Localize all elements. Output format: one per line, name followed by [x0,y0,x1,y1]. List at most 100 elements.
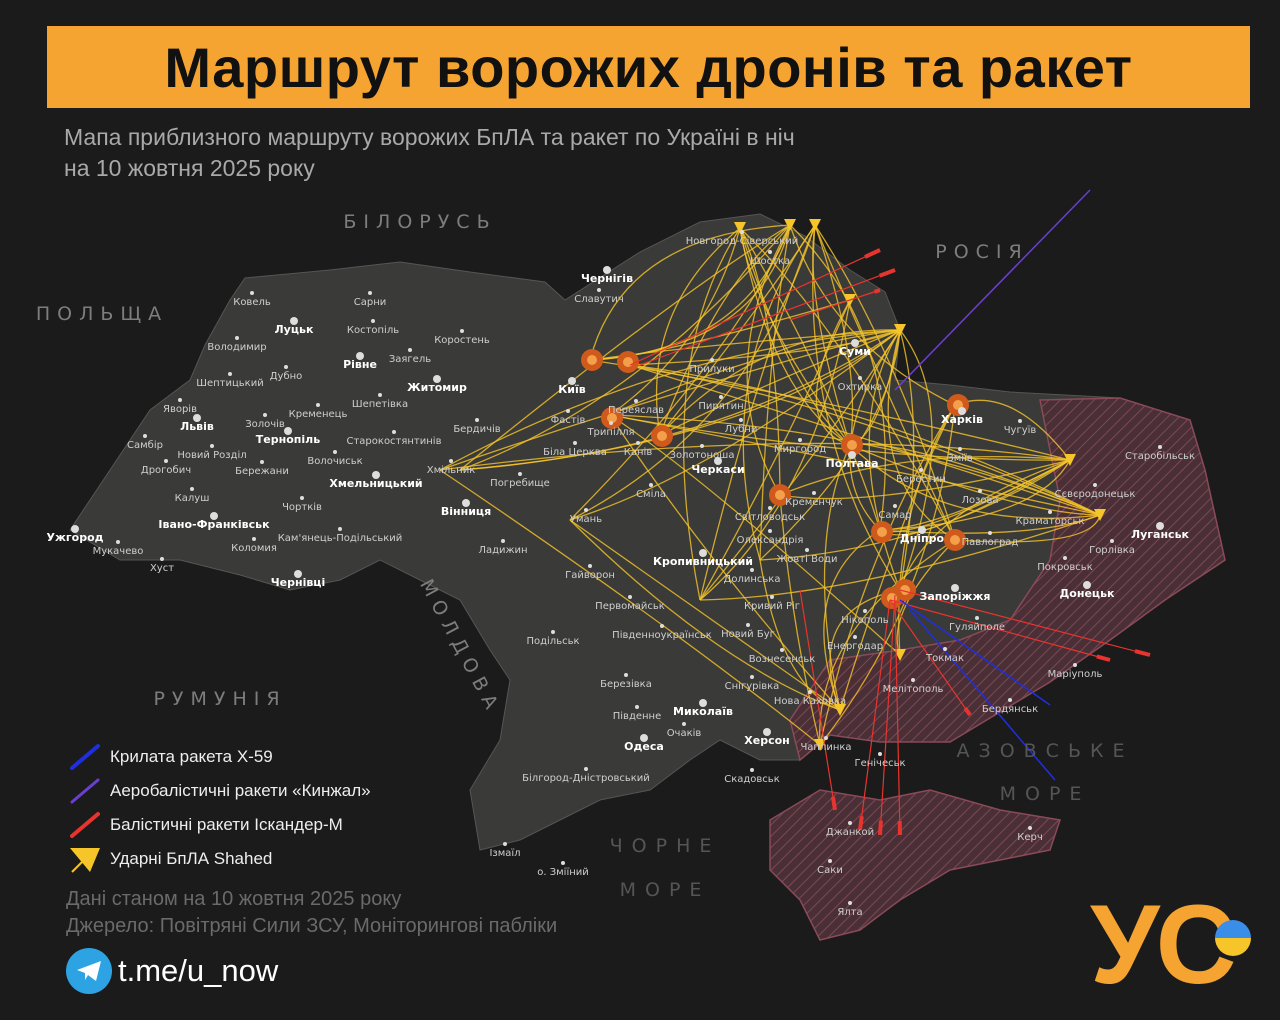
city-marker [368,291,372,295]
missile-icon [70,744,100,770]
city-marker [1008,698,1012,702]
city-marker [551,630,555,634]
city-marker [603,266,611,274]
city-label: Березівка [600,678,652,690]
city-marker [763,728,771,736]
city-label: Світловодськ [735,511,805,523]
city-marker [235,336,239,340]
city-marker [770,595,774,599]
city-label: Чаплинка [800,742,851,753]
city-label: Чортків [282,501,322,513]
drone-route [569,224,816,521]
city-label: Генічеськ [854,757,905,769]
city-label: Суми [839,345,871,358]
city-marker [750,675,754,679]
missile-route [878,820,883,836]
city-label: Бердичів [453,423,500,435]
city-label: Біла Церква [543,446,607,458]
city-marker [951,584,959,592]
occupied-east [789,397,1226,762]
missile-route [789,289,881,321]
drone-route [849,444,1101,519]
city-label: Київ [558,383,585,396]
city-marker [300,496,304,500]
city-label: Охтирка [838,382,883,393]
city-marker [768,250,772,254]
city-marker [978,489,982,493]
city-label: Луганськ [1131,528,1190,541]
city-label: Коломия [231,543,277,554]
drone-route [812,224,851,446]
city-label: Золотоноша [670,450,735,461]
city-label: Мукачево [93,546,144,557]
title-banner: Маршрут ворожих дронів та ракет [47,26,1250,108]
drone-route [819,539,956,746]
city-marker [812,491,816,495]
drone-route [739,227,956,541]
legend-item-shahed: Ударні БпЛА Shahed [66,842,371,876]
city-marker [768,529,772,533]
drone-route [589,359,1071,461]
drone-route [629,329,901,366]
city-marker [918,526,926,534]
city-label: Кривий Ріг [744,600,800,612]
missile-route [909,609,1056,781]
city-marker [700,444,704,448]
drone-route [739,227,851,446]
city-marker [573,441,577,445]
legend-label: Аеробалістичні ракети «Кинжал» [110,781,371,800]
city-marker [1063,556,1067,560]
drone-route [789,224,956,406]
city-marker [858,376,862,380]
drone-route [439,469,821,746]
city-label: Сміла [636,488,666,500]
explosion-core [775,490,785,500]
city-label: Івано-Франківськ [158,518,270,531]
drone-route [699,299,851,601]
telegram-url[interactable]: t.me/u_now [118,953,279,988]
page-title: Маршрут ворожих дронів та ракет [164,35,1133,99]
city-label: Вінниця [441,505,491,518]
city-label: Пирятин [698,401,743,412]
city-marker [584,767,588,771]
city-marker [1110,539,1114,543]
city-label: Славутич [574,294,624,305]
drone-icon [1094,509,1106,521]
city-label: Шептицький [196,378,263,389]
city-label: Тернопіль [256,433,320,446]
drone-route [814,224,854,446]
legend-item-x59: Крилата ракета Х-59 [66,740,371,774]
city-marker [178,398,182,402]
city-label: Очаків [667,727,702,739]
telegram-link[interactable]: t.me/u_now [66,948,278,994]
city-marker [943,647,947,651]
city-label: Дрогобич [141,465,191,476]
sea-label: МОРЕ [620,879,711,901]
city-marker [853,635,857,639]
drone-route [823,444,851,711]
city-label: Старобільськ [1125,450,1195,462]
city-label: Сарни [354,297,387,308]
city-marker [1093,483,1097,487]
city-marker [719,395,723,399]
drone-route [459,329,901,471]
city-marker [284,365,288,369]
city-label: Дніпро [900,532,945,545]
drone-route [609,227,741,416]
city-marker [228,372,232,376]
drone-route [659,329,901,436]
drone-route [699,224,816,601]
city-marker [475,418,479,422]
city-marker [190,487,194,491]
city-label: Донецьк [1060,587,1116,600]
city-marker [584,508,588,512]
drone-route [682,227,741,601]
city-label: Південне [613,710,662,722]
city-label: Зміїв [947,452,973,464]
city-marker [878,752,882,756]
drone-route [609,414,1101,516]
drone-icon [734,222,746,234]
city-label: Яворів [163,403,197,415]
city-label: Скадовськ [724,774,780,785]
